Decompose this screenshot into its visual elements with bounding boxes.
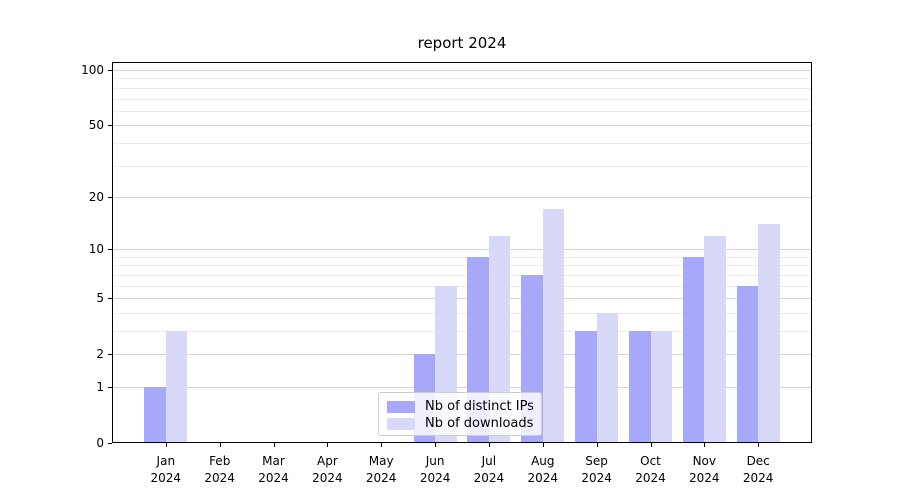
y-gridline-minor — [112, 87, 812, 89]
y-tick-label: 0 — [96, 436, 104, 450]
y-gridline-major — [112, 196, 812, 198]
x-tick-label: Nov 2024 — [689, 454, 720, 485]
x-tick-label: Mar 2024 — [258, 454, 289, 485]
x-tick-label: Aug 2024 — [527, 454, 559, 485]
chart-title: report 2024 — [417, 34, 507, 52]
x-tick-label: Jul 2024 — [473, 454, 505, 485]
legend-swatch-downloads-icon — [387, 417, 415, 430]
bar-downloads — [596, 312, 619, 443]
x-tick-mark — [219, 443, 221, 447]
x-tick-label: Sep 2024 — [581, 454, 612, 485]
y-tick-mark — [108, 249, 112, 251]
x-tick-mark — [596, 443, 598, 447]
bar-distinct-ips — [736, 285, 759, 443]
y-tick-label: 5 — [96, 291, 104, 306]
y-gridline-major — [112, 70, 812, 71]
y-gridline-minor — [112, 98, 812, 100]
y-tick-label: 10 — [88, 242, 104, 257]
x-tick-mark — [542, 443, 544, 447]
legend-item-downloads: Nb of downloads — [387, 415, 533, 432]
y-tick-label: 50 — [88, 118, 104, 133]
x-tick-mark — [650, 443, 652, 447]
y-tick-mark — [108, 70, 112, 71]
x-tick-mark — [381, 443, 383, 447]
legend: Nb of distinct IPs Nb of downloads — [378, 392, 542, 436]
legend-swatch-distinct-ips-icon — [387, 400, 415, 413]
bar-downloads — [165, 331, 188, 443]
y-tick-label: 1 — [96, 380, 104, 394]
y-tick-mark — [108, 387, 112, 388]
bar-downloads — [704, 235, 726, 443]
y-tick-mark — [108, 443, 112, 444]
y-tick-mark — [108, 298, 112, 300]
bar-distinct-ips — [682, 256, 705, 443]
y-gridline-minor — [112, 165, 812, 167]
x-tick-label: May 2024 — [365, 454, 397, 485]
legend-label-downloads: Nb of downloads — [425, 416, 534, 431]
y-gridline-minor — [112, 110, 812, 112]
y-tick-mark — [108, 196, 112, 198]
x-tick-mark — [435, 443, 437, 447]
x-tick-label: Jun 2024 — [419, 454, 451, 485]
x-tick-label: Apr 2024 — [312, 454, 343, 485]
bar-downloads — [650, 331, 672, 443]
bar-downloads — [488, 235, 511, 443]
y-tick-mark — [108, 125, 112, 127]
legend-item-distinct-ips: Nb of distinct IPs — [387, 398, 534, 415]
x-tick-mark — [758, 443, 760, 447]
bar-distinct-ips — [575, 331, 597, 443]
y-tick-label: 20 — [88, 189, 104, 204]
x-tick-mark — [327, 443, 329, 447]
y-tick-label: 2 — [96, 347, 104, 362]
bar-downloads — [542, 209, 565, 443]
bar-downloads — [758, 224, 780, 443]
bar-distinct-ips — [144, 387, 166, 443]
y-gridline-major — [112, 125, 812, 127]
x-tick-mark — [165, 443, 167, 447]
x-tick-label: Feb 2024 — [204, 454, 235, 485]
x-tick-mark — [488, 443, 490, 447]
bar-distinct-ips — [629, 331, 651, 443]
legend-label-distinct-ips: Nb of distinct IPs — [425, 399, 534, 414]
x-tick-label: Jan 2024 — [150, 454, 182, 485]
y-gridline-minor — [112, 142, 812, 144]
x-tick-label: Oct 2024 — [635, 454, 666, 485]
x-tick-label: Dec 2024 — [742, 454, 774, 485]
x-tick-mark — [273, 443, 275, 447]
y-tick-label: 100 — [81, 63, 104, 77]
x-tick-mark — [704, 443, 706, 447]
y-tick-mark — [108, 354, 112, 356]
y-gridline-minor — [112, 78, 812, 80]
